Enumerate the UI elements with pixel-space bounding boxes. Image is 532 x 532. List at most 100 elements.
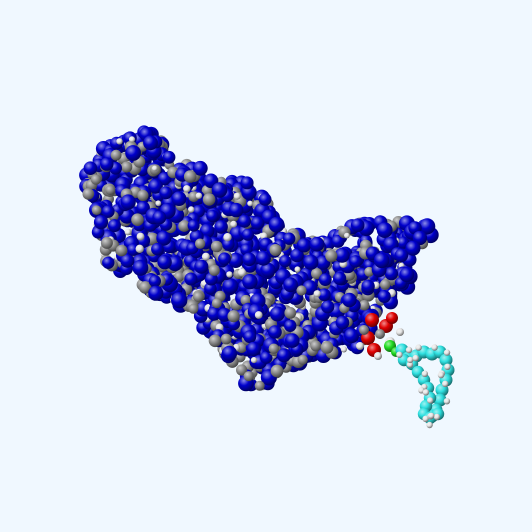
ligand-hydrogen-atom — [422, 389, 430, 396]
protein-atom — [91, 205, 102, 215]
protein-atom — [178, 220, 191, 232]
protein-atom — [313, 290, 321, 298]
protein-atom — [254, 311, 263, 319]
ligand-hydrogen-atom — [412, 354, 419, 362]
protein-atom — [350, 218, 365, 232]
protein-atom — [171, 292, 188, 309]
protein-atom — [405, 240, 421, 256]
ligand-headgroup — [356, 312, 404, 360]
protein-atom — [208, 334, 222, 348]
protein-atom — [184, 272, 198, 286]
ligand-hydrogen-atom — [443, 349, 451, 356]
protein-atom — [100, 236, 113, 249]
protein-atom — [115, 244, 128, 257]
protein-atom — [192, 160, 208, 176]
protein-atom — [220, 333, 232, 345]
protein-atom — [344, 232, 350, 239]
protein-atom — [303, 254, 319, 270]
protein-atom — [222, 238, 235, 251]
protein-atom — [183, 185, 191, 193]
protein-atom — [206, 209, 219, 223]
protein-atom — [376, 222, 393, 239]
protein-atom — [124, 228, 132, 236]
protein-atom — [335, 315, 350, 330]
protein-atom — [269, 306, 285, 322]
protein-atom — [152, 165, 158, 172]
protein-atom — [268, 325, 282, 339]
ligand-carbon-atom — [439, 353, 453, 367]
protein-chain — [79, 125, 439, 392]
ligand-hydrogen-atom — [422, 415, 429, 422]
protein-atom — [284, 307, 297, 319]
protein-atom — [361, 279, 375, 293]
protein-atom — [121, 161, 133, 173]
protein-atom — [152, 210, 167, 225]
protein-atom — [120, 253, 135, 268]
protein-atom — [364, 266, 374, 277]
protein-atom — [377, 290, 391, 303]
protein-atom — [100, 157, 114, 171]
protein-atom — [269, 244, 282, 256]
ligand-tail — [395, 343, 455, 429]
protein-atom — [283, 232, 296, 245]
protein-atom — [222, 278, 239, 294]
protein-atom — [143, 135, 158, 151]
protein-atom — [102, 256, 115, 269]
protein-atom — [268, 216, 285, 233]
protein-atom — [284, 319, 297, 332]
protein-atom — [320, 341, 334, 354]
protein-atom — [373, 252, 390, 269]
protein-atom — [240, 176, 254, 190]
protein-atom — [188, 206, 195, 213]
protein-atom — [237, 268, 247, 277]
protein-atom — [125, 145, 141, 161]
protein-atom — [137, 189, 149, 202]
protein-atom — [157, 254, 172, 270]
ligand-hydrogen-atom — [431, 344, 438, 351]
protein-atom — [334, 247, 350, 263]
protein-atom — [110, 149, 122, 161]
protein-atom — [101, 205, 115, 218]
protein-atom — [159, 186, 173, 200]
ligand-hydrogen-atom — [415, 344, 422, 351]
headgroup-atom — [356, 342, 364, 350]
protein-atom — [325, 249, 338, 262]
protein-atom — [194, 259, 209, 274]
protein-atom — [82, 188, 95, 200]
protein-atom — [230, 220, 238, 228]
protein-atom — [223, 233, 232, 242]
protein-atom — [254, 380, 265, 391]
protein-atom — [310, 340, 322, 352]
protein-atom — [218, 252, 231, 266]
oxygen-atom — [386, 312, 398, 324]
protein-atom — [342, 292, 357, 308]
protein-atom — [344, 328, 359, 344]
protein-atom — [250, 216, 265, 230]
protein-atom — [331, 234, 345, 248]
protein-atom — [162, 150, 176, 164]
protein-atom — [201, 252, 210, 261]
protein-atom — [260, 262, 276, 278]
protein-atom — [151, 242, 164, 256]
ligand-hydrogen-atom — [426, 421, 433, 429]
protein-atom — [155, 200, 162, 207]
protein-atom — [279, 254, 292, 268]
protein-atom — [243, 330, 257, 344]
protein-atom — [195, 192, 203, 199]
ligand-hydrogen-atom — [406, 361, 414, 368]
ligand-hydrogen-atom — [444, 363, 451, 370]
ligand-hydrogen-atom — [443, 398, 451, 405]
protein-atom — [419, 218, 436, 235]
protein-atom — [136, 232, 145, 241]
protein-atom — [359, 300, 370, 311]
protein-atom — [384, 266, 399, 281]
protein-atom — [148, 178, 163, 194]
protein-atom — [333, 271, 347, 285]
protein-atom — [255, 250, 271, 266]
headgroup-atom — [396, 328, 404, 336]
protein-atom — [221, 345, 238, 362]
ligand-hydrogen-atom — [428, 412, 435, 419]
protein-atom — [270, 364, 284, 378]
protein-atom — [132, 259, 149, 276]
